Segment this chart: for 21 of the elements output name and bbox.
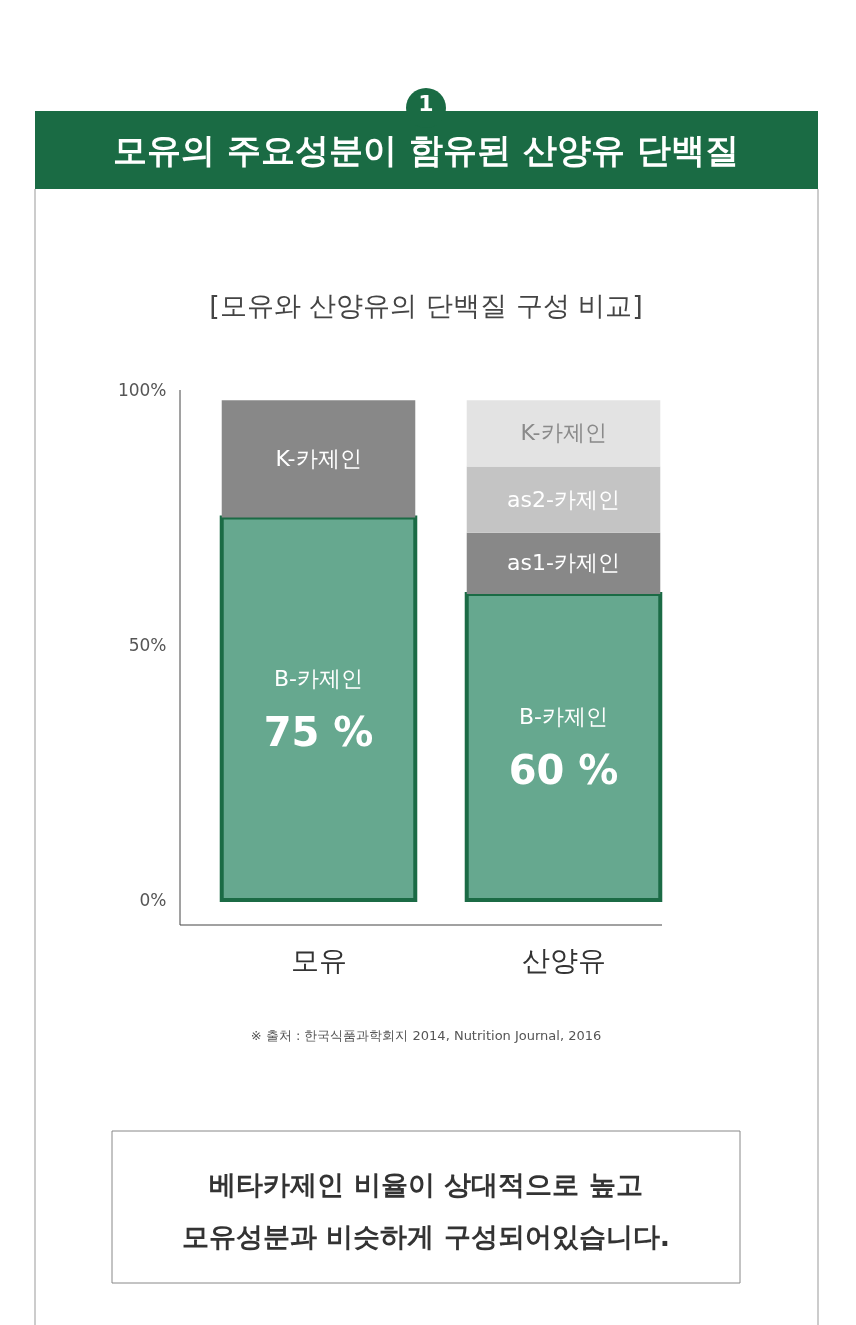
series-label: K-카제인 bbox=[520, 420, 607, 446]
y-tick-label: 50% bbox=[128, 634, 167, 655]
series-label: as2-카제인 bbox=[507, 486, 620, 512]
bar bbox=[466, 532, 661, 594]
x-tick-label: 산양유 bbox=[521, 943, 606, 977]
chart-subtitle: [모유와 산양유의 단백질 구성 비교] bbox=[209, 290, 643, 321]
y-tick-label: 100% bbox=[117, 379, 167, 400]
data-label: 75 % bbox=[263, 708, 374, 755]
text: B-카제인 bbox=[273, 665, 364, 691]
chart-title: 모유의 주요성분이 함유된 산양유 단백질 bbox=[113, 130, 739, 170]
series-label: as1-카제인 bbox=[507, 550, 620, 576]
x-tick-label: 모유 bbox=[290, 943, 347, 977]
text: ※ 출처 : 한국식품과학회지 2014, Nutrition Journal, 2016 bbox=[250, 1028, 602, 1043]
bar bbox=[466, 466, 661, 533]
series-label: B-카제인 bbox=[518, 704, 609, 729]
text: K-카제인 bbox=[275, 445, 362, 471]
bar bbox=[466, 400, 661, 467]
data-label: 60 % bbox=[508, 747, 619, 793]
text: 1 bbox=[418, 91, 434, 116]
y-tick-label: 0% bbox=[139, 889, 167, 910]
text: 베타카제인 비율이 상대적으로 높고 모유성분과 비슷하게 구성되어있습니다. bbox=[181, 1169, 671, 1252]
